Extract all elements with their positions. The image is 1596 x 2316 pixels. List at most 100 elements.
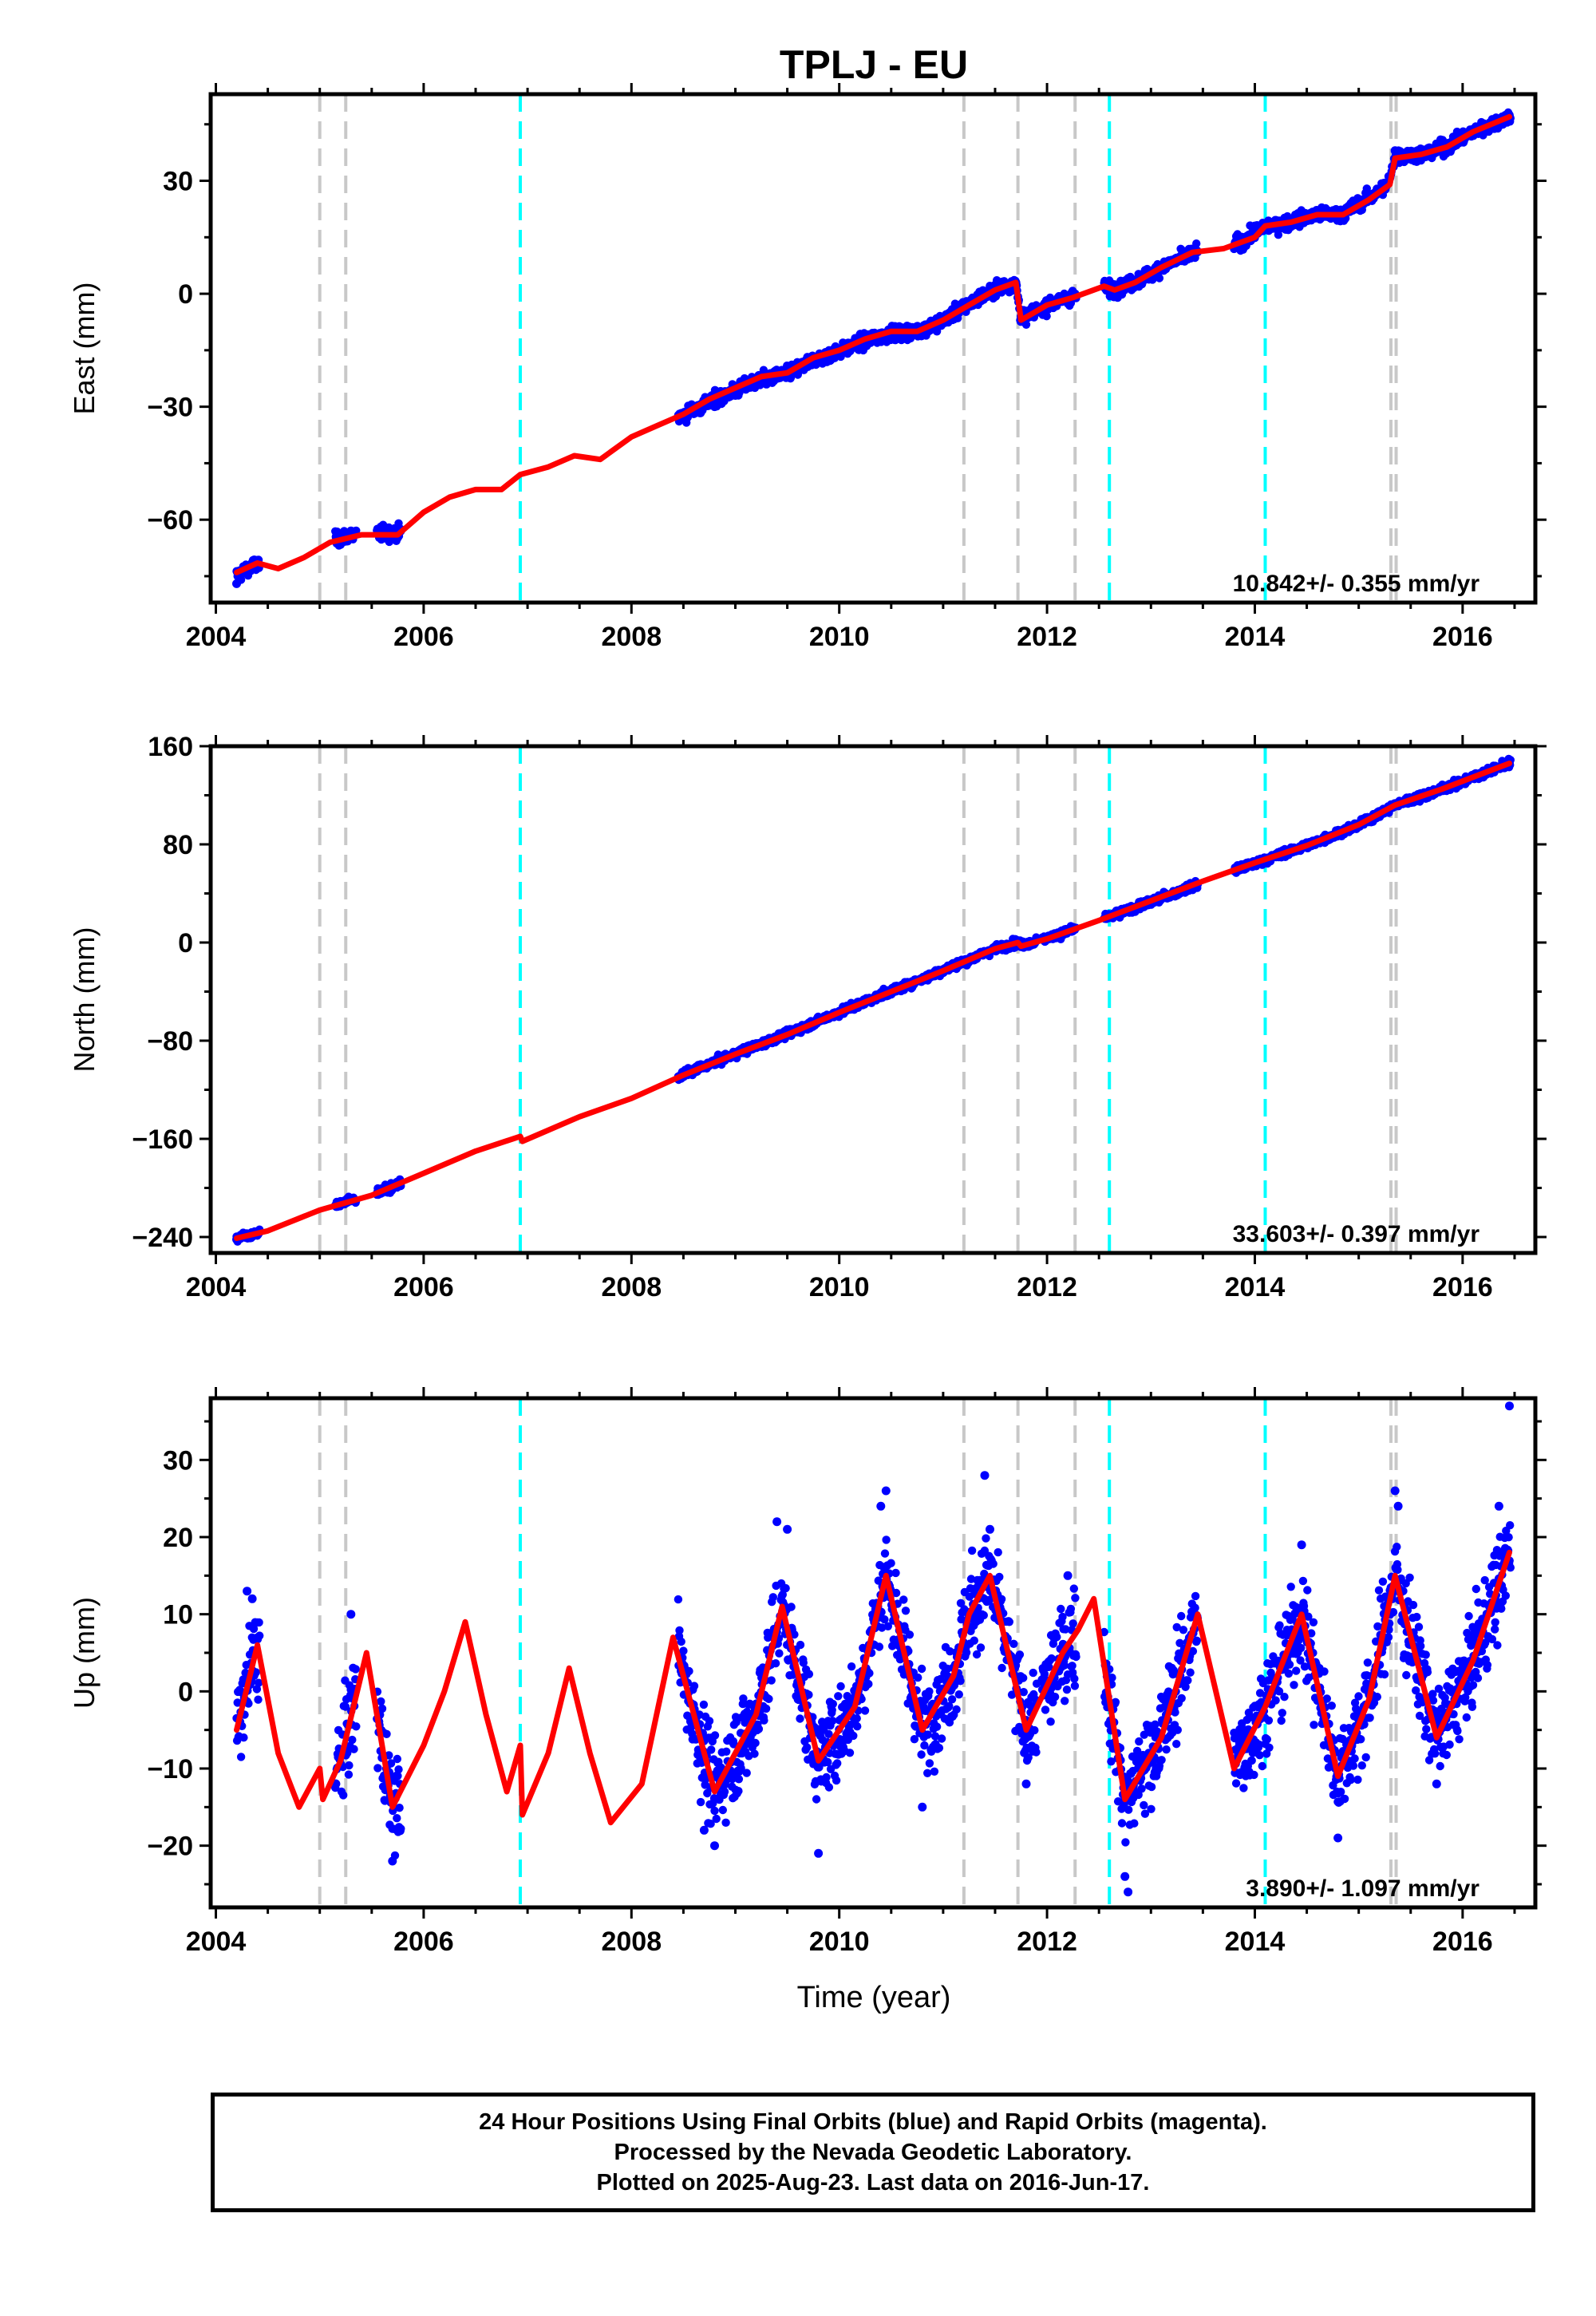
up-data-point [712,1814,721,1824]
up-data-point [790,1630,799,1639]
east-x-tick-label: 2016 [1432,622,1493,652]
up-data-point [339,1791,348,1800]
up-data-point [710,1731,720,1740]
up-data-point [722,1747,731,1756]
up-data-point [989,1559,998,1568]
up-data-point [849,1731,858,1741]
up-data-point [930,1767,939,1776]
north-x-tick-label: 2012 [1017,1272,1077,1302]
up-data-point [956,1677,965,1686]
up-data-point [350,1745,358,1753]
up-data-point [699,1700,709,1709]
up-data-point [771,1659,780,1668]
up-data-point [239,1733,248,1742]
up-data-point [836,1682,845,1691]
up-data-point [899,1595,908,1604]
east-panel: 2004 2006 2008 2010 2012 2014 2016−60−30030Eas… [68,83,1547,652]
up-data-point [947,1695,957,1704]
north-y-tick-label: −160 [132,1124,193,1155]
up-data-point [751,1738,760,1748]
up-data-point [882,1535,891,1544]
up-data-point [852,1714,861,1723]
up-data-point [696,1797,705,1807]
up-data-point [952,1705,961,1714]
up-data-point [979,1611,989,1620]
up-data-point [393,1814,401,1823]
east-x-tick-label: 2012 [1017,622,1077,652]
up-scatter-cloud [232,1521,1515,1860]
up-data-point [768,1593,777,1602]
east-x-tick-label: 2004 [186,622,247,652]
east-data-point [1250,221,1259,231]
up-data-point [255,1618,263,1627]
up-data-point [845,1749,855,1757]
east-y-tick-label: 0 [178,279,193,310]
up-data-point [377,1697,385,1706]
up-panel: 2004 2006 2008 2010 2012 2014 2016−20−10010203… [68,1387,1547,1957]
up-data-point [764,1694,773,1703]
up-data-point [982,1534,990,1543]
up-data-point [972,1650,982,1659]
up-data-point [925,1687,934,1696]
up-data-point [956,1599,966,1608]
up-data-point [880,1549,890,1558]
north-y-tick-label: −80 [147,1026,193,1057]
up-data-point [828,1705,836,1714]
up-data-point [923,1730,932,1739]
up-data-point [767,1676,776,1685]
north-y-tick-label: 160 [148,732,193,762]
east-data-point [731,391,740,400]
north-x-tick-label: 2016 [1432,1272,1493,1302]
up-data-point [775,1649,784,1658]
north-y-tick-label: −240 [132,1223,193,1253]
north-x-tick-label: 2006 [393,1272,454,1302]
up-data-point [932,1722,942,1731]
up-data-point [750,1749,759,1758]
north-x-tick-label: 2004 [186,1272,247,1302]
east-data-point [346,526,356,536]
north-x-tick-label: 2014 [1225,1272,1286,1302]
north-x-tick-label: 2010 [809,1272,870,1302]
east-data-point [762,379,771,389]
up-data-point [721,1818,730,1827]
up-data-point [352,1722,361,1731]
east-model-line [234,113,1512,575]
up-data-point [828,1699,838,1709]
up-data-point [674,1595,683,1604]
up-data-point [393,1754,401,1764]
east-x-tick-label: 2006 [393,622,454,652]
up-data-point [707,1745,716,1754]
up-data-point [233,1698,242,1707]
up-data-point [737,1764,745,1773]
up-data-point [804,1690,813,1699]
up-data-point [254,1695,263,1704]
up-data-point [917,1750,926,1759]
up-data-point [373,1764,382,1773]
up-data-point [824,1729,833,1738]
up-data-point [341,1702,350,1711]
up-data-point [980,1569,989,1579]
up-data-point [386,1759,396,1768]
up-data-point [675,1626,684,1635]
up-data-point [760,1716,768,1725]
up-data-point [382,1729,391,1738]
up-data-point [761,1704,771,1713]
up-data-point [945,1701,954,1710]
up-data-point [734,1787,743,1796]
up-data-point [934,1744,944,1753]
up-data-point [901,1607,911,1615]
up-data-point [397,1824,405,1833]
up-data-point [887,1559,895,1567]
up-data-point [880,1615,889,1624]
north-y-tick-label: 80 [163,830,193,860]
up-data-point [705,1717,714,1725]
east-data-point [710,402,719,412]
up-data-point [377,1704,387,1713]
north-rate-label: 33.603+/- 0.397 mm/yr [1233,1221,1480,1247]
up-data-point [905,1630,915,1639]
up-data-point [853,1722,862,1731]
up-data-point [910,1735,919,1744]
up-data-point [812,1795,821,1804]
east-data-point [232,579,241,588]
